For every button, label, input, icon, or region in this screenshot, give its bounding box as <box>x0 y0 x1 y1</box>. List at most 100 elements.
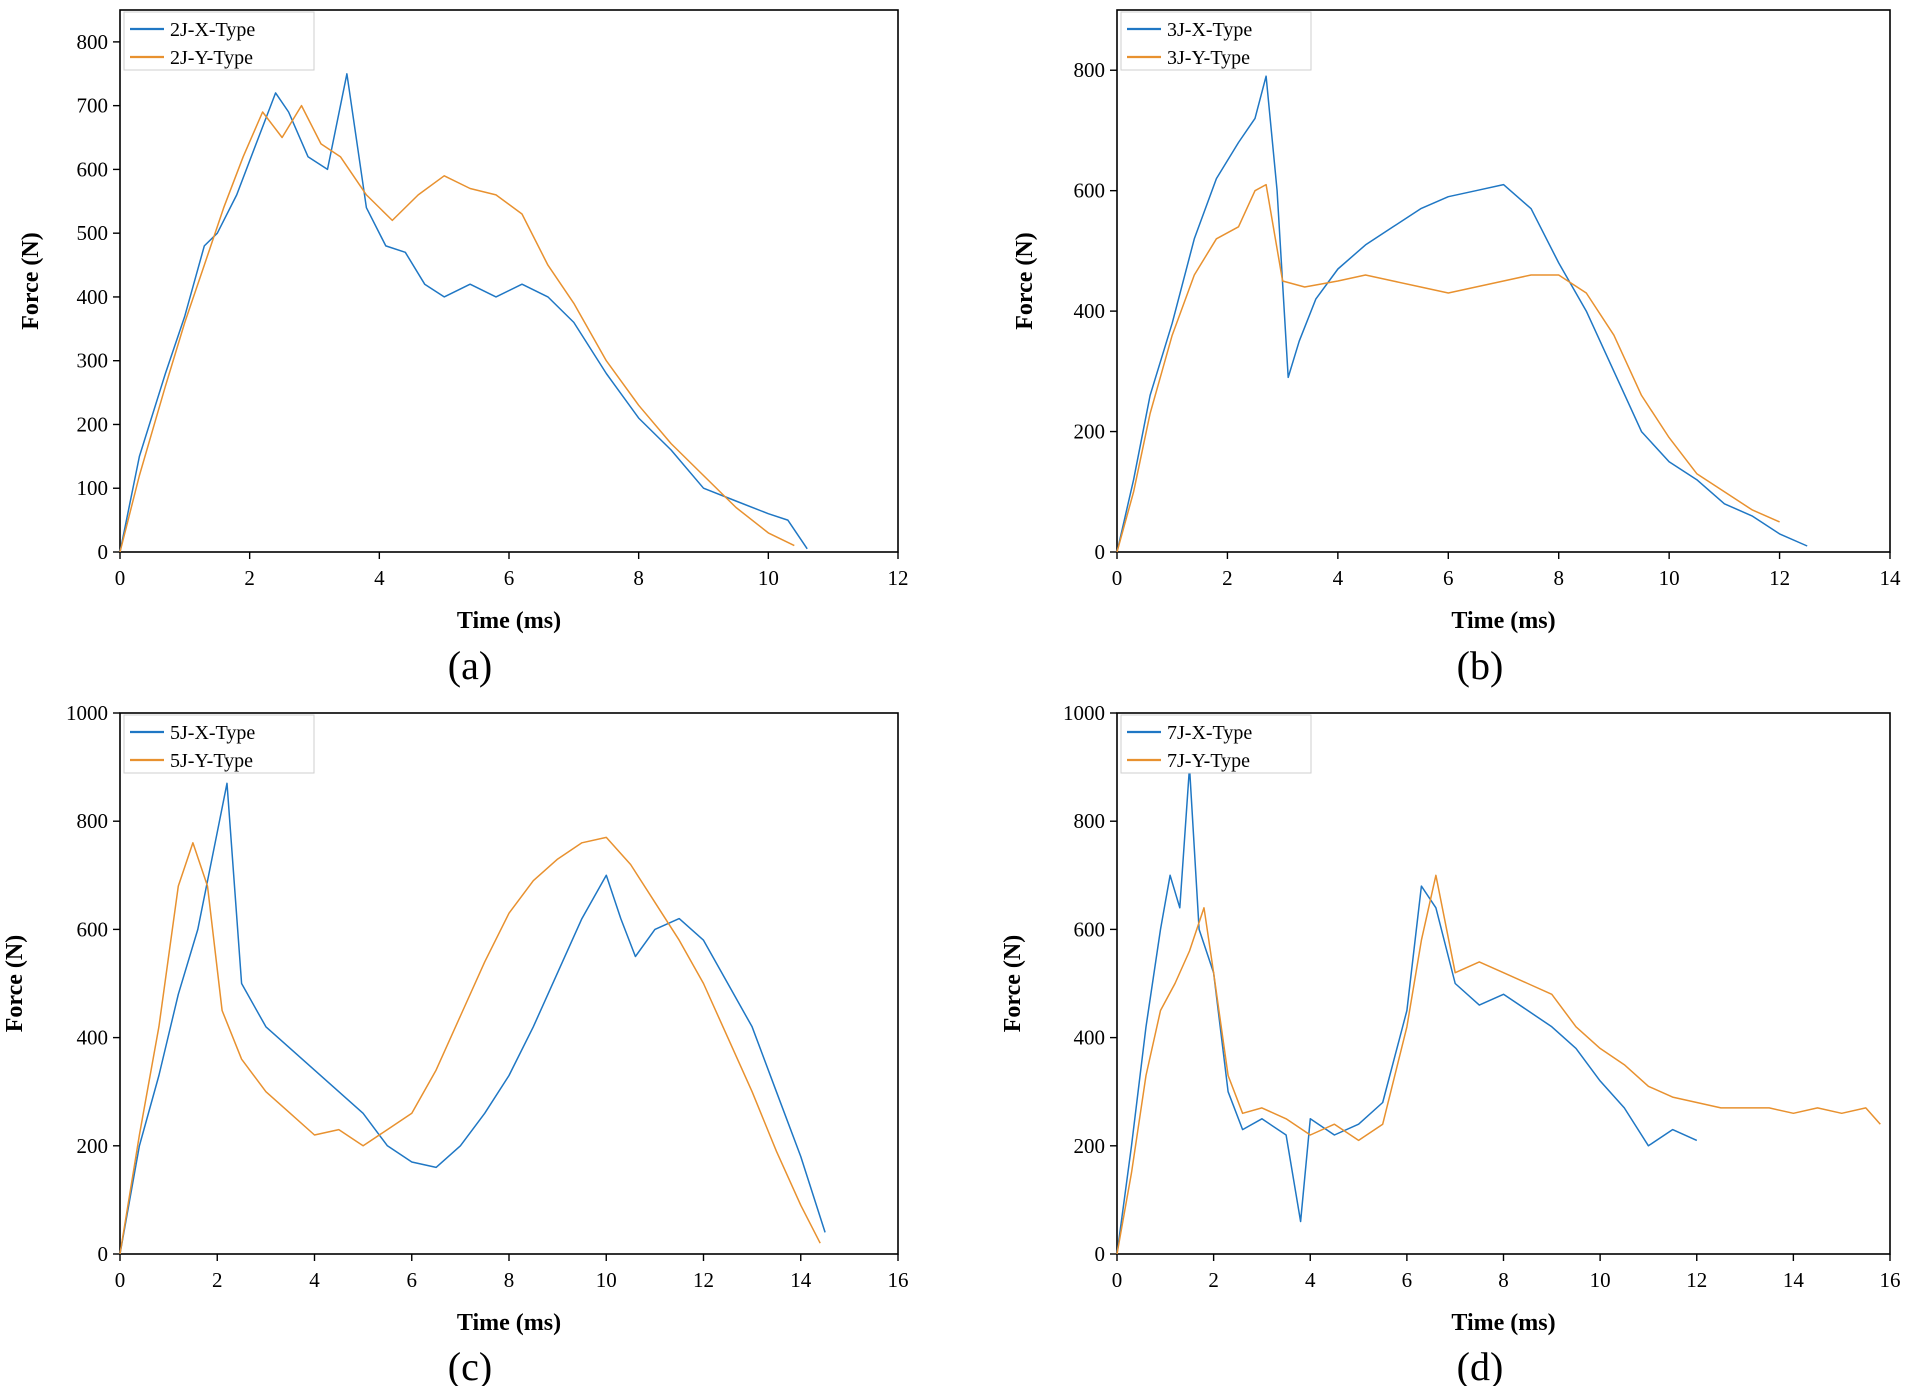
series-line-x-type <box>1116 75 1808 553</box>
y-tick-label: 600 <box>77 917 109 941</box>
y-tick-label: 0 <box>98 540 109 564</box>
y-tick-label: 100 <box>77 476 109 500</box>
y-tick-label: 200 <box>77 1134 109 1158</box>
y-tick-label: 300 <box>77 349 109 373</box>
plot-frame <box>1116 9 1891 553</box>
legend-label: 5J-X-Type <box>170 722 255 744</box>
x-tick-label: 6 <box>504 566 515 590</box>
y-tick-label: 500 <box>77 221 109 245</box>
legend-label: 2J-X-Type <box>170 19 255 41</box>
y-tick-label: 600 <box>77 157 109 181</box>
y-tick-label: 600 <box>1074 179 1106 203</box>
x-tick-label: 4 <box>374 566 385 590</box>
x-tick-label: 12 <box>1769 566 1790 590</box>
y-tick-label: 400 <box>1074 1026 1106 1050</box>
chart-panel-2: 0 2 4 6 8 10 12 14 0 200 400 600 800 Time (ms) Force (… <box>1012 9 1902 688</box>
x-tick-label: 0 <box>1112 1268 1123 1292</box>
x-tick-label: 16 <box>888 1268 909 1292</box>
x-tick-label: 0 <box>115 1268 126 1292</box>
x-axis-label: Time (ms) <box>1451 1310 1555 1336</box>
legend-box <box>1120 11 1312 71</box>
series-line-x-type <box>119 73 808 553</box>
y-tick-label: 400 <box>77 285 109 309</box>
x-tick-label: 12 <box>1686 1268 1707 1292</box>
x-tick-label: 6 <box>1443 566 1454 590</box>
x-axis-label: Time (ms) <box>457 1310 561 1336</box>
x-tick-label: 8 <box>1553 566 1564 590</box>
x-axis-label: Time (ms) <box>457 608 561 634</box>
y-tick-label: 700 <box>77 94 109 118</box>
chart-panel-3: 0 2 4 6 8 10 12 14 16 0 200 400 600 800 1000 Time (ms) F… <box>2 701 909 1386</box>
plot-frame <box>1116 712 1891 1255</box>
series-line-x-type <box>119 782 826 1255</box>
y-tick-label: 1000 <box>66 701 108 725</box>
plot-frame <box>119 9 899 553</box>
series-line-y-type <box>119 836 821 1255</box>
y-axis-label: Force (N) <box>2 935 28 1033</box>
y-tick-label: 1000 <box>1063 701 1105 725</box>
y-tick-label: 200 <box>1074 1134 1106 1158</box>
panel-caption: (c) <box>448 1344 492 1386</box>
legend-label: 3J-X-Type <box>1167 19 1252 41</box>
x-tick-label: 0 <box>1112 566 1123 590</box>
y-axis-label: Force (N) <box>18 232 44 330</box>
series-line-y-type <box>1116 874 1881 1255</box>
y-tick-label: 800 <box>1074 809 1106 833</box>
x-tick-label: 10 <box>758 566 779 590</box>
y-tick-label: 600 <box>1074 917 1106 941</box>
x-tick-label: 2 <box>244 566 255 590</box>
chart-panel-4: 0 2 4 6 8 10 12 14 16 0 200 400 600 800 1000 Time (ms) F… <box>1000 701 1901 1386</box>
x-tick-label: 2 <box>212 1268 223 1292</box>
y-tick-label: 200 <box>1074 420 1106 444</box>
legend-label: 5J-Y-Type <box>170 750 253 772</box>
x-tick-label: 4 <box>1305 1268 1316 1292</box>
series-line-x-type <box>1116 766 1698 1255</box>
y-axis-label: Force (N) <box>1000 935 1026 1033</box>
y-tick-label: 800 <box>77 809 109 833</box>
x-tick-label: 2 <box>1208 1268 1219 1292</box>
legend-label: 3J-Y-Type <box>1167 47 1250 69</box>
series-line-y-type <box>1116 183 1780 553</box>
x-tick-label: 14 <box>1783 1268 1805 1292</box>
y-tick-label: 0 <box>1095 540 1106 564</box>
chart-panel-1: 0 2 4 6 8 10 12 0 100 200 300 400 500 600 700 800 Time (… <box>18 9 909 688</box>
x-tick-label: 8 <box>1498 1268 1509 1292</box>
legend-box <box>123 11 315 71</box>
x-tick-label: 16 <box>1880 1268 1901 1292</box>
plot-frame <box>119 712 899 1255</box>
y-tick-label: 0 <box>1095 1242 1106 1266</box>
legend-label: 7J-X-Type <box>1167 722 1252 744</box>
x-tick-label: 12 <box>693 1268 714 1292</box>
y-tick-label: 800 <box>77 30 109 54</box>
x-tick-label: 10 <box>1590 1268 1611 1292</box>
x-tick-label: 6 <box>407 1268 418 1292</box>
legend-label: 2J-Y-Type <box>170 47 253 69</box>
x-tick-label: 2 <box>1222 566 1233 590</box>
y-tick-label: 800 <box>1074 58 1106 82</box>
legend-box <box>123 714 315 774</box>
y-axis-label: Force (N) <box>1012 232 1038 330</box>
y-tick-label: 400 <box>1074 299 1106 323</box>
legend-box <box>1120 714 1312 774</box>
x-tick-label: 4 <box>1333 566 1344 590</box>
x-tick-label: 4 <box>309 1268 320 1292</box>
panel-caption: (b) <box>1457 643 1504 688</box>
y-tick-label: 400 <box>77 1026 109 1050</box>
x-tick-label: 0 <box>115 566 126 590</box>
y-tick-label: 200 <box>77 412 109 436</box>
x-tick-label: 6 <box>1402 1268 1413 1292</box>
x-axis-label: Time (ms) <box>1451 608 1555 634</box>
x-tick-label: 14 <box>1880 566 1902 590</box>
x-tick-label: 10 <box>1659 566 1680 590</box>
series-line-y-type <box>119 104 795 553</box>
panel-caption: (d) <box>1457 1344 1504 1386</box>
legend-label: 7J-Y-Type <box>1167 750 1250 772</box>
y-tick-label: 0 <box>98 1242 109 1266</box>
x-tick-label: 12 <box>888 566 909 590</box>
panel-caption: (a) <box>448 643 492 688</box>
x-tick-label: 8 <box>633 566 644 590</box>
x-tick-label: 10 <box>596 1268 617 1292</box>
x-tick-label: 8 <box>504 1268 515 1292</box>
x-tick-label: 14 <box>790 1268 812 1292</box>
